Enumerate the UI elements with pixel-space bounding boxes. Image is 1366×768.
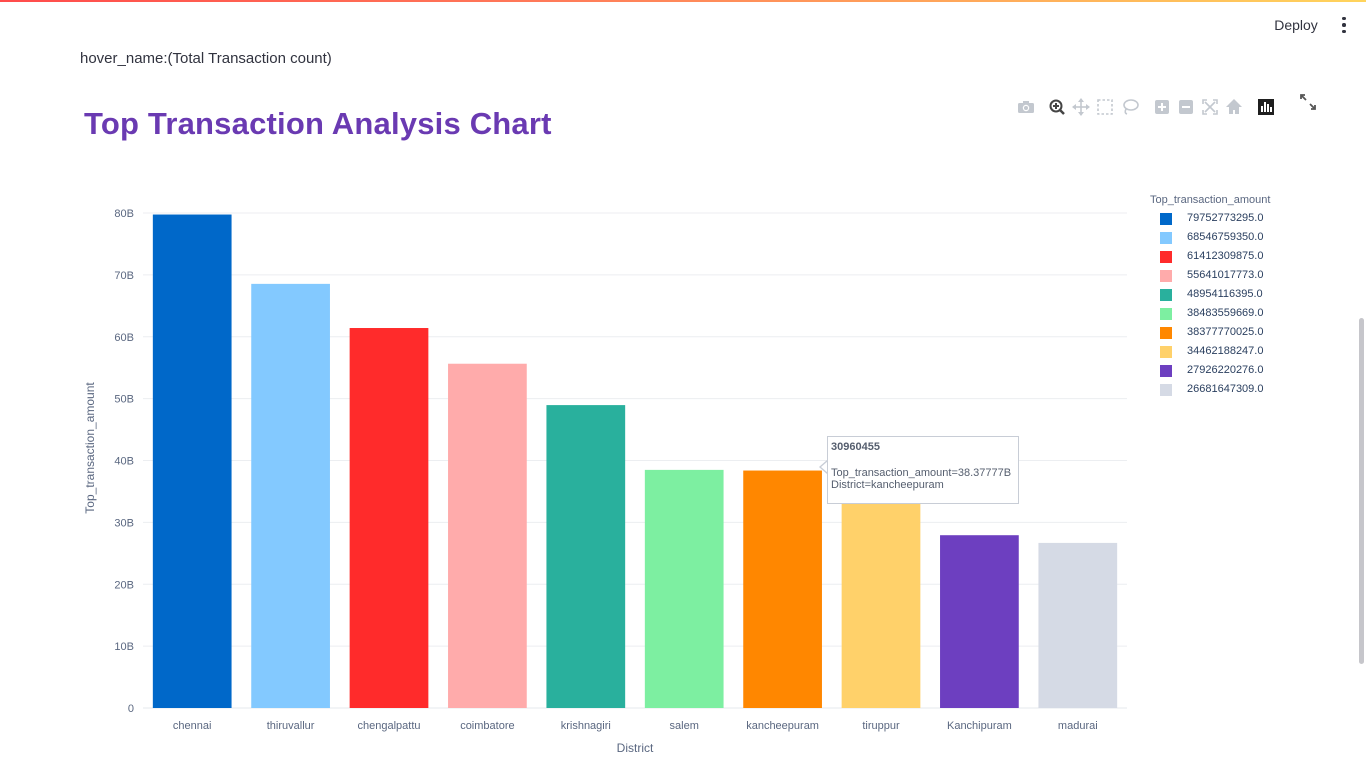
legend-label: 48954116395.0 [1187,288,1263,300]
x-tick-label: salem [670,720,699,732]
y-tick-label: 10B [114,641,134,653]
y-tick-label: 70B [114,270,134,282]
x-tick-label: coimbatore [460,720,514,732]
legend-item[interactable]: 55641017773.0 [1150,267,1270,286]
legend-item[interactable]: 79752773295.0 [1150,210,1270,229]
legend-swatch [1160,289,1172,301]
chart-legend: Top_transaction_amount 79752773295.0 6854… [1150,194,1270,400]
x-tick-label: krishnagiri [561,720,611,732]
top-decoration-stripe [0,0,1366,2]
legend-swatch [1160,308,1172,320]
legend-swatch [1160,384,1172,396]
tooltip-pointer-fill [821,461,828,473]
legend-item[interactable]: 68546759350.0 [1150,229,1270,248]
legend-label: 55641017773.0 [1187,269,1264,281]
x-tick-label: thiruvallur [267,720,315,732]
legend-title: Top_transaction_amount [1150,194,1271,206]
plotly-logo-icon[interactable] [1256,96,1276,118]
y-tick-label: 50B [114,394,134,406]
y-tick-label: 20B [114,579,134,591]
legend-swatch [1160,365,1172,377]
y-tick-label: 60B [114,332,134,344]
legend-swatch [1160,232,1172,244]
y-tick-label: 40B [114,456,134,468]
pan-icon[interactable] [1071,96,1091,118]
bar-kanchipuram[interactable] [940,535,1019,708]
zoom-in-icon[interactable] [1152,96,1172,118]
bar-thiruvallur[interactable] [251,283,330,708]
legend-swatch [1160,327,1172,339]
tooltip-amount-line: Top_transaction_amount=38.37777B [831,467,1012,479]
legend-label: 61412309875.0 [1187,250,1264,262]
zoom-icon[interactable] [1047,96,1067,118]
chart-title: Top Transaction Analysis Chart [84,106,552,141]
legend-item[interactable]: 48954116395.0 [1150,286,1270,305]
legend-label: 68546759350.0 [1187,231,1264,243]
bar-coimbatore[interactable] [448,363,527,708]
legend-label: 79752773295.0 [1187,212,1264,224]
legend-swatch [1160,270,1172,282]
kebab-dot [1342,23,1346,27]
x-tick-label: chengalpattu [358,720,421,732]
autoscale-icon[interactable] [1200,96,1220,118]
x-tick-label: Kanchipuram [947,720,1012,732]
legend-swatch [1160,213,1172,225]
y-axis-title: Top_transaction_amount [83,382,97,514]
y-tick-label: 0 [128,703,134,715]
legend-label: 26681647309.0 [1187,383,1264,395]
legend-item[interactable]: 61412309875.0 [1150,248,1270,267]
bar-chennai[interactable] [152,214,232,708]
tooltip-header: 30960455 [831,441,880,453]
bar-tiruppur[interactable] [841,494,921,708]
deploy-button[interactable]: Deploy [1274,17,1318,33]
home-icon[interactable] [1224,96,1244,118]
x-tick-label: madurai [1058,720,1098,732]
bar-madurai[interactable] [1038,542,1118,708]
x-tick-label: kancheepuram [746,720,819,732]
bar-salem[interactable] [644,469,724,708]
hover-tooltip: 30960455 Top_transaction_amount=38.37777… [827,436,1019,504]
kebab-dot [1342,16,1346,21]
legend-item[interactable]: 27926220276.0 [1150,362,1270,381]
kebab-dot [1342,29,1346,34]
x-tick-label: chennai [173,720,212,732]
legend-swatch [1160,251,1172,263]
legend-swatch [1160,346,1172,358]
kebab-menu-icon[interactable] [1334,14,1354,36]
x-tick-label: tiruppur [862,720,900,732]
lasso-icon[interactable] [1120,96,1140,118]
bar-chengalpattu[interactable] [349,328,429,708]
bar-kancheepuram[interactable] [743,470,822,708]
legend-item[interactable]: 38377770025.0 [1150,324,1270,343]
legend-item[interactable]: 34462188247.0 [1150,343,1270,362]
legend-item[interactable]: 26681647309.0 [1150,381,1270,400]
legend-label: 27926220276.0 [1187,364,1264,376]
y-tick-label: 80B [114,208,134,220]
camera-icon[interactable] [1016,96,1036,118]
hover-name-note: hover_name:(Total Transaction count) [80,50,332,67]
bar-krishnagiri[interactable] [546,405,626,708]
x-axis-title: District [617,741,654,755]
fullscreen-expand-icon[interactable] [1298,92,1318,112]
legend-item[interactable]: 38483559669.0 [1150,305,1270,324]
zoom-out-icon[interactable] [1176,96,1196,118]
y-tick-label: 30B [114,517,134,529]
tooltip-district-line: District=kancheepuram [831,479,944,491]
box-select-icon[interactable] [1095,96,1115,118]
legend-label: 38377770025.0 [1187,326,1264,338]
legend-label: 34462188247.0 [1187,345,1264,357]
page-scrollbar[interactable] [1359,318,1364,664]
legend-label: 38483559669.0 [1187,307,1264,319]
